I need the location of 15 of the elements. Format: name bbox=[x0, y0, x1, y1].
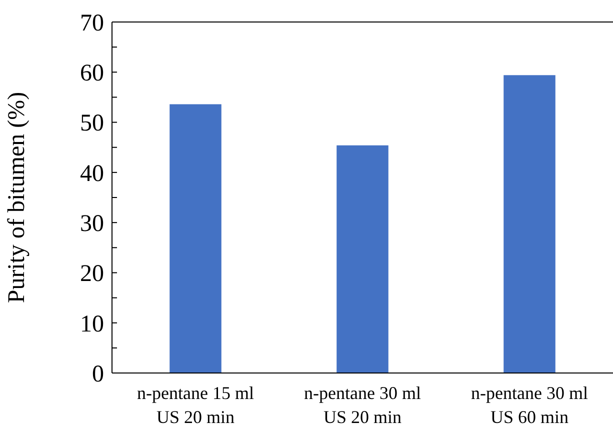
y-axis-title: Purity of bitumen (%) bbox=[4, 92, 30, 304]
y-tick-label: 50 bbox=[80, 110, 104, 137]
bar bbox=[170, 104, 222, 373]
bar bbox=[336, 145, 388, 373]
x-tick-label: n-pentane 15 ml US 20 min bbox=[137, 383, 254, 427]
bar bbox=[504, 75, 556, 373]
y-tick-label: 60 bbox=[80, 60, 104, 87]
y-tick-label: 0 bbox=[92, 361, 104, 388]
y-tick-label: 70 bbox=[80, 10, 104, 36]
y-tick-label: 20 bbox=[80, 261, 104, 288]
y-tick-label: 30 bbox=[80, 210, 104, 237]
x-tick-label: n-pentane 30 ml US 20 min bbox=[304, 383, 421, 427]
y-tick-label: 40 bbox=[80, 160, 104, 187]
x-tick-label: n-pentane 30 ml US 60 min bbox=[471, 383, 588, 427]
y-tick-label: 10 bbox=[80, 311, 104, 338]
